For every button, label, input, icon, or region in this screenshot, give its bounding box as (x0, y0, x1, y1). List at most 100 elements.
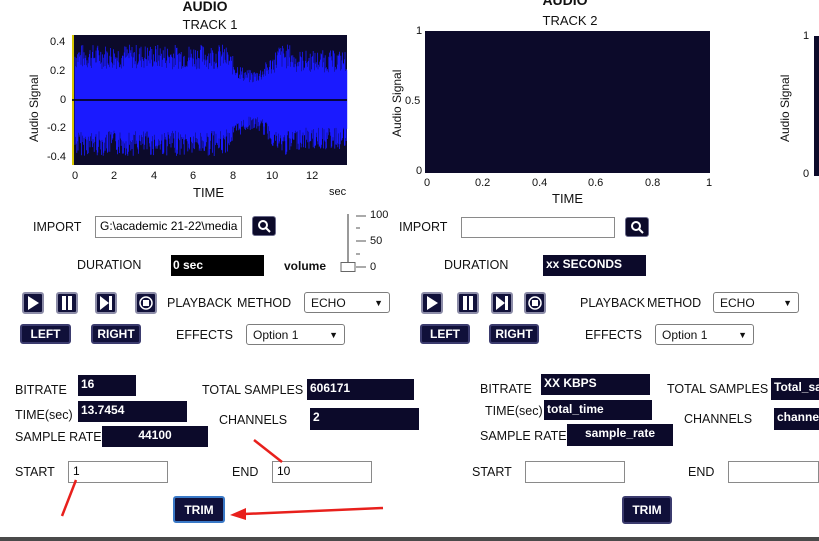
track2-stop-button[interactable] (524, 292, 546, 314)
track1-next-button[interactable] (95, 292, 117, 314)
track2-method-label: METHOD (647, 296, 702, 310)
track1-xtick: 2 (111, 170, 118, 182)
track1-xlabel: TIME (193, 185, 225, 200)
track1-ylabel: Audio Signal (27, 74, 41, 142)
track1-pause-button[interactable] (56, 292, 78, 314)
volume-tick: 0 (370, 261, 377, 273)
track2-plot[interactable] (425, 31, 710, 173)
track1-ytick: -0.4 (47, 151, 66, 163)
track3-ylabel: Audio Signal (778, 74, 792, 142)
track1-end-label: END (232, 465, 259, 479)
skip-next-icon (100, 296, 112, 310)
track1-effects-dropdown[interactable]: Option 1 ▼ (246, 324, 345, 345)
track1-trim-button[interactable]: TRIM (173, 496, 225, 523)
track1-time-label: TIME(sec) (15, 408, 73, 422)
track1-xtick: 12 (306, 170, 319, 182)
search-icon (258, 220, 271, 233)
track2-channels-value: channe (774, 408, 819, 430)
track2-xtick: 0.4 (532, 177, 548, 189)
track1-end-field[interactable]: 10 (272, 461, 372, 483)
track2-xlabel: TIME (552, 191, 584, 206)
arrowhead (230, 508, 246, 520)
track1-import-label: IMPORT (33, 220, 82, 234)
track2-duration-value: xx SECONDS (543, 255, 646, 276)
track1-left-button[interactable]: LEFT (20, 324, 71, 344)
track1-ytick: 0 (60, 94, 67, 106)
annotation-arrow (60, 479, 78, 517)
track2-browse-button[interactable] (625, 217, 649, 237)
track2-samplerate-label: SAMPLE RATE (480, 429, 567, 443)
track2-header: AUDIO (542, 0, 588, 8)
track2-trim-button[interactable]: TRIM (622, 496, 672, 524)
track1-stop-button[interactable] (135, 292, 157, 314)
skip-next-icon (496, 296, 508, 310)
track3-plot[interactable] (814, 36, 819, 176)
track1-duration-value: 0 sec (171, 255, 264, 276)
track1-samplerate-value: 44100 (102, 426, 208, 447)
track2-plot-area (425, 31, 710, 173)
track2-right-button[interactable]: RIGHT (489, 324, 539, 344)
track2-import-field[interactable] (461, 217, 615, 238)
track3-plot-area (814, 36, 819, 176)
track3-ytick: 0 (803, 168, 810, 180)
track1-effects-label: EFFECTS (176, 328, 233, 342)
track2-xtick: 0 (424, 177, 431, 189)
track1-bitrate-label: BITRATE (15, 383, 67, 397)
search-icon (631, 221, 644, 234)
track1-totalsamples-value: 606171 (307, 379, 414, 400)
track1-plot[interactable] (0, 0, 360, 205)
track2-xtick: 0.6 (588, 177, 604, 189)
track2-left-button[interactable]: LEFT (420, 324, 470, 344)
track1-xtick: 8 (230, 170, 237, 182)
track3-ytick: 1 (803, 30, 810, 42)
play-icon (427, 296, 438, 310)
play-icon (28, 296, 39, 310)
track2-playback-label: PLAYBACK (580, 296, 646, 310)
track1-browse-button[interactable] (252, 216, 276, 236)
track1-play-button[interactable] (22, 292, 44, 314)
track1-xtick: 4 (151, 170, 158, 182)
track2-method-value: ECHO (720, 295, 755, 310)
volume-slider[interactable] (338, 208, 398, 276)
track1-method-label: METHOD (237, 296, 292, 310)
track2-next-button[interactable] (491, 292, 513, 314)
track1-playback-label: PLAYBACK (167, 296, 233, 310)
track1-ytick: 0.4 (50, 36, 66, 48)
chevron-down-icon: ▼ (738, 329, 747, 340)
track2-xtick: 1 (706, 177, 713, 189)
chevron-down-icon: ▼ (329, 329, 338, 340)
volume-tick: 50 (370, 235, 383, 247)
annotation-arrow (253, 439, 283, 463)
track2-pause-button[interactable] (457, 292, 479, 314)
track1-samplerate-label: SAMPLE RATE (15, 430, 102, 444)
track2-totalsamples-label: TOTAL SAMPLES (667, 382, 769, 396)
track1-right-button[interactable]: RIGHT (91, 324, 141, 344)
track2-title: TRACK 2 (542, 13, 598, 28)
track2-totalsamples-value: Total_sa (771, 378, 819, 400)
track2-effects-dropdown[interactable]: Option 1 ▼ (655, 324, 754, 345)
pause-icon (62, 296, 72, 310)
track2-play-button[interactable] (421, 292, 443, 314)
track2-effects-value: Option 1 (662, 327, 708, 342)
track2-time-value: total_time (544, 400, 652, 420)
track2-time-label: TIME(sec) (485, 404, 543, 418)
track1-start-label: START (15, 465, 55, 479)
chevron-down-icon: ▼ (374, 297, 383, 308)
track1-import-field[interactable]: G:\academic 21-22\media (95, 216, 242, 238)
track2-xtick: 0.8 (645, 177, 661, 189)
track1-bitrate-value: 16 (78, 375, 136, 396)
volume-tick: 100 (370, 209, 389, 221)
track2-start-field[interactable] (525, 461, 625, 483)
track2-end-field[interactable] (728, 461, 819, 483)
track2-ytick: 0.5 (405, 95, 421, 107)
pause-icon (463, 296, 473, 310)
track2-effects-label: EFFECTS (585, 328, 642, 342)
track2-end-label: END (688, 465, 715, 479)
track1-title: TRACK 1 (182, 17, 238, 32)
track2-method-dropdown[interactable]: ECHO ▼ (713, 292, 799, 313)
track1-time-value: 13.7454 (78, 401, 187, 422)
track1-start-field[interactable]: 1 (68, 461, 168, 483)
track1-method-dropdown[interactable]: ECHO ▼ (304, 292, 390, 313)
track2-ytick: 0 (416, 165, 423, 177)
track1-duration-label: DURATION (77, 258, 142, 272)
